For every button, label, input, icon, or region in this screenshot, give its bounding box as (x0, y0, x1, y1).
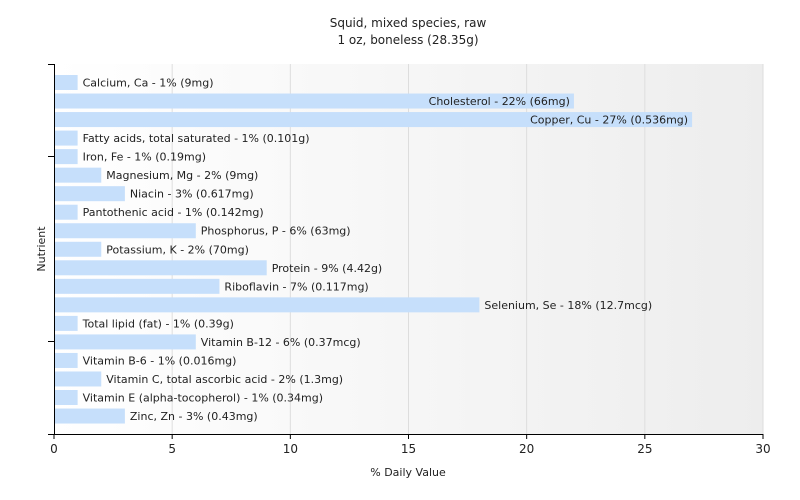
bar (54, 297, 480, 313)
bar (54, 93, 574, 109)
bar-label: Vitamin B-12 - 6% (0.37mcg) (201, 336, 361, 349)
chart-title: Squid, mixed species, raw (330, 16, 487, 30)
bar-label: Iron, Fe - 1% (0.19mg) (83, 151, 206, 164)
bar (54, 278, 220, 294)
x-tick-label: 5 (168, 442, 176, 456)
bar-label: Phosphorus, P - 6% (63mg) (201, 225, 351, 238)
bar (54, 204, 78, 220)
bar (54, 112, 693, 128)
bar (54, 241, 102, 257)
bar-label: Total lipid (fat) - 1% (0.39g) (82, 317, 234, 330)
bar (54, 260, 267, 276)
bar-label: Copper, Cu - 27% (0.536mg) (530, 114, 688, 127)
bar (54, 167, 102, 183)
bar (54, 371, 102, 387)
bar-label: Fatty acids, total saturated - 1% (0.101… (83, 132, 310, 145)
bar-label: Niacin - 3% (0.617mg) (130, 188, 254, 201)
x-tick-label: 25 (637, 442, 652, 456)
bar (54, 130, 78, 146)
bar-label: Vitamin B-6 - 1% (0.016mg) (83, 354, 237, 367)
bar (54, 75, 78, 90)
bar (54, 186, 125, 202)
bar (54, 223, 196, 239)
bar-label: Vitamin E (alpha-tocopherol) - 1% (0.34m… (83, 392, 323, 405)
bar (54, 390, 78, 406)
bar-label: Zinc, Zn - 3% (0.43mg) (130, 410, 258, 423)
x-tick-label: 0 (50, 442, 58, 456)
x-tick-label: 30 (755, 442, 770, 456)
bar-label: Pantothenic acid - 1% (0.142mg) (83, 206, 264, 219)
x-axis-title: % Daily Value (370, 466, 446, 479)
chart-subtitle: 1 oz, boneless (28.35g) (337, 33, 478, 47)
bar-label: Magnesium, Mg - 2% (9mg) (106, 169, 258, 182)
bar-label: Riboflavin - 7% (0.117mg) (224, 280, 368, 293)
bar-label: Vitamin C, total ascorbic acid - 2% (1.3… (106, 373, 343, 386)
bar-label: Selenium, Se - 18% (12.7mcg) (484, 299, 652, 312)
bar-label: Cholesterol - 22% (66mg) (429, 95, 570, 108)
bar-label: Potassium, K - 2% (70mg) (106, 243, 249, 256)
x-tick-label: 15 (401, 442, 416, 456)
bar (54, 334, 196, 350)
bar (54, 315, 78, 331)
y-axis-title: Nutrient (35, 226, 48, 272)
x-tick-label: 20 (519, 442, 534, 456)
x-tick-label: 10 (283, 442, 298, 456)
bar (54, 352, 78, 368)
bars: Calcium, Ca - 1% (9mg) Cholesterol - 22% … (54, 75, 693, 424)
axes: 0 5 10 15 20 25 30 (48, 64, 771, 456)
bar (54, 408, 125, 424)
bar-label: Protein - 9% (4.42g) (272, 262, 383, 275)
bar (54, 149, 78, 165)
bar-label: Calcium, Ca - 1% (9mg) (83, 77, 214, 90)
